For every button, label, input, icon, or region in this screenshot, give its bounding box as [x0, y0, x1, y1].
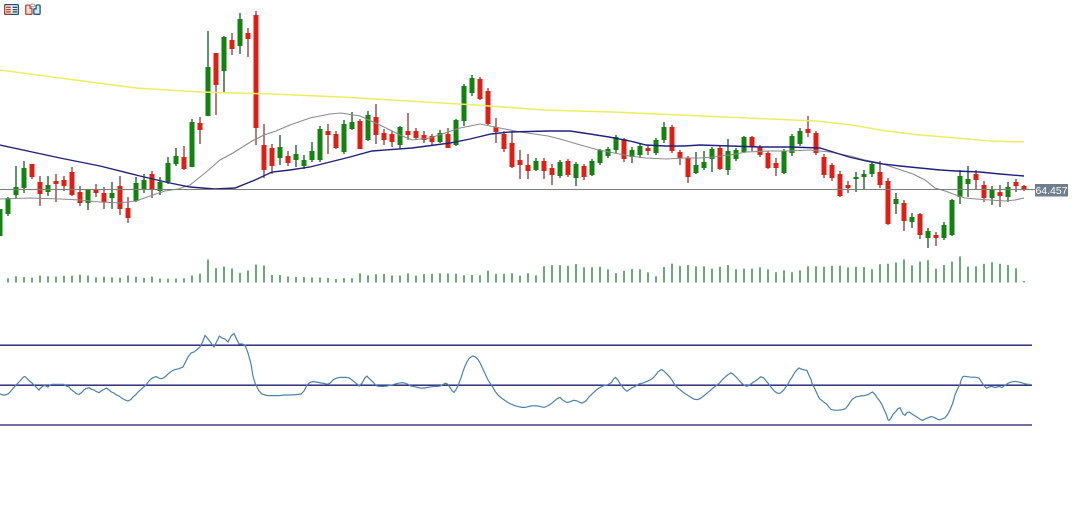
svg-text:64.457: 64.457 [1035, 185, 1067, 197]
